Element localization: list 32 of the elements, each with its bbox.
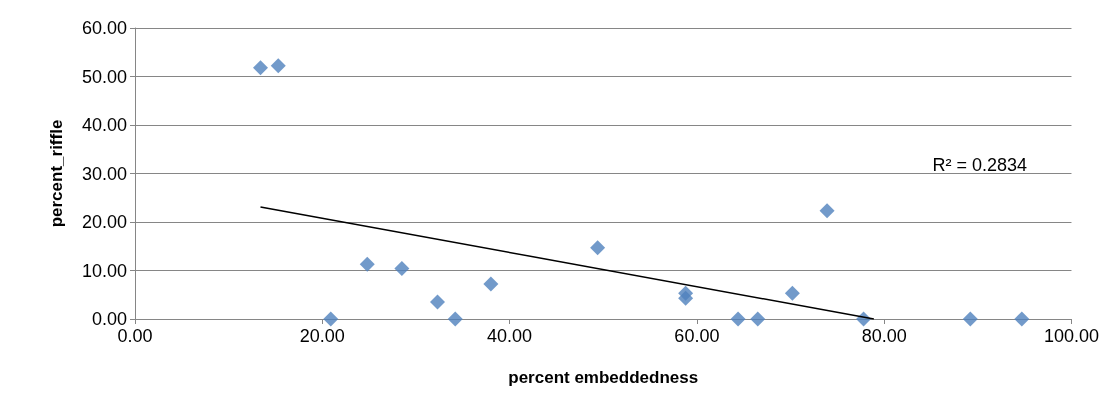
y-tick-label: 20.00 — [81, 212, 127, 232]
x-axis-title: percent embeddedness — [508, 368, 699, 387]
y-tick-label: 50.00 — [81, 66, 127, 87]
x-tick-label: 100.00 — [1043, 326, 1099, 346]
point — [447, 311, 463, 327]
point — [394, 261, 410, 277]
x-tick-label: 80.00 — [861, 326, 907, 346]
x-tick-label: 20.00 — [299, 326, 345, 346]
point — [429, 294, 445, 310]
point — [819, 203, 835, 219]
y-tick-label: 40.00 — [81, 115, 127, 135]
point — [730, 311, 746, 327]
y-tick-label: 30.00 — [81, 163, 127, 184]
point — [252, 60, 268, 76]
point — [962, 311, 978, 327]
point — [359, 256, 375, 272]
point — [784, 285, 800, 301]
y-tick-label: 60.00 — [81, 18, 127, 38]
x-tick-label: 0.00 — [117, 326, 153, 346]
annotation: R² = 0.2834 — [932, 155, 1027, 175]
x-tick-label: 40.00 — [487, 326, 533, 346]
point — [1014, 311, 1030, 327]
point — [483, 276, 499, 292]
point — [590, 240, 606, 256]
x-tick-label: 60.00 — [674, 326, 720, 346]
point — [750, 311, 766, 327]
point — [678, 290, 694, 306]
point — [323, 311, 339, 327]
y-axis-title: percent_riffle — [47, 119, 66, 228]
y-tick-label: 10.00 — [81, 260, 127, 281]
point — [270, 58, 286, 74]
y-tick-label: 0.00 — [91, 309, 127, 329]
